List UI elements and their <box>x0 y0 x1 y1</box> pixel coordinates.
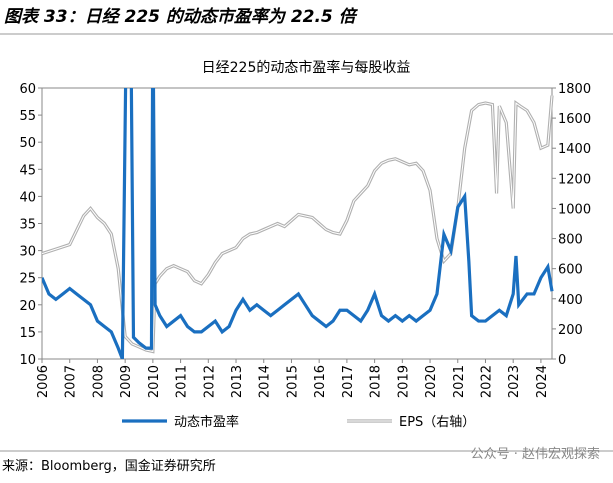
y-tick-label: 50 <box>19 136 36 151</box>
y-tick-label: 45 <box>19 163 36 178</box>
chart-title: 日经225的动态市盈率与每股收益 <box>202 59 411 76</box>
y2-tick-label: 200 <box>558 323 583 338</box>
x-tick-label: 2016 <box>313 365 328 398</box>
x-tick-label: 2024 <box>535 365 550 398</box>
x-tick-label: 2020 <box>424 365 439 398</box>
y-tick-label: 20 <box>19 299 36 314</box>
y2-tick-label: 1000 <box>558 202 591 217</box>
y-tick-label: 35 <box>19 218 36 233</box>
x-tick-label: 2006 <box>36 365 51 398</box>
x-tick-label: 2022 <box>479 365 494 398</box>
pe-line <box>42 88 554 359</box>
watermark: 公众号 · 赵伟宏观探索 <box>471 447 600 462</box>
x-tick-label: 2007 <box>64 365 79 398</box>
y-tick-label: 55 <box>19 109 36 124</box>
x-tick-label: 2023 <box>507 365 522 398</box>
x-tick-label: 2014 <box>258 365 273 398</box>
x-tick-label: 2010 <box>147 365 162 398</box>
y2-tick-label: 1800 <box>558 82 591 97</box>
y2-tick-label: 800 <box>558 233 583 248</box>
x-tick-label: 2013 <box>230 365 245 398</box>
y-tick-label: 15 <box>19 326 36 341</box>
y-tick-label: 10 <box>19 353 36 368</box>
y2-tick-label: 0 <box>558 353 566 368</box>
legend-label: 动态市盈率 <box>174 414 239 430</box>
y-tick-label: 40 <box>19 190 36 205</box>
x-tick-label: 2012 <box>202 365 217 398</box>
x-tick-label: 2008 <box>91 365 106 398</box>
source: 来源：Bloomberg，国金证券研究所 <box>2 458 216 474</box>
x-tick-label: 2009 <box>119 365 134 398</box>
y-tick-label: 25 <box>19 272 36 287</box>
x-tick-label: 2015 <box>285 365 300 398</box>
legend-label: EPS（右轴） <box>399 415 475 430</box>
x-tick-label: 2011 <box>175 365 190 398</box>
plot-lines <box>42 88 554 359</box>
y2-tick-label: 1200 <box>558 172 591 187</box>
y2-tick-label: 1600 <box>558 112 591 127</box>
y-tick-label: 60 <box>19 82 36 97</box>
x-tick-label: 2017 <box>341 365 356 398</box>
x-tick-label: 2021 <box>452 365 467 398</box>
eps-line-core <box>42 95 553 353</box>
eps-line <box>42 95 554 354</box>
x-tick-label: 2019 <box>396 365 411 398</box>
y2-tick-label: 400 <box>558 293 583 308</box>
y-tick-label: 30 <box>19 245 36 260</box>
y2-tick-label: 600 <box>558 263 583 278</box>
header-title: 图表 33：日经 225 的动态市盈率为 22.5 倍 <box>4 7 359 27</box>
y2-tick-label: 1400 <box>558 142 591 157</box>
x-tick-label: 2018 <box>369 365 384 398</box>
